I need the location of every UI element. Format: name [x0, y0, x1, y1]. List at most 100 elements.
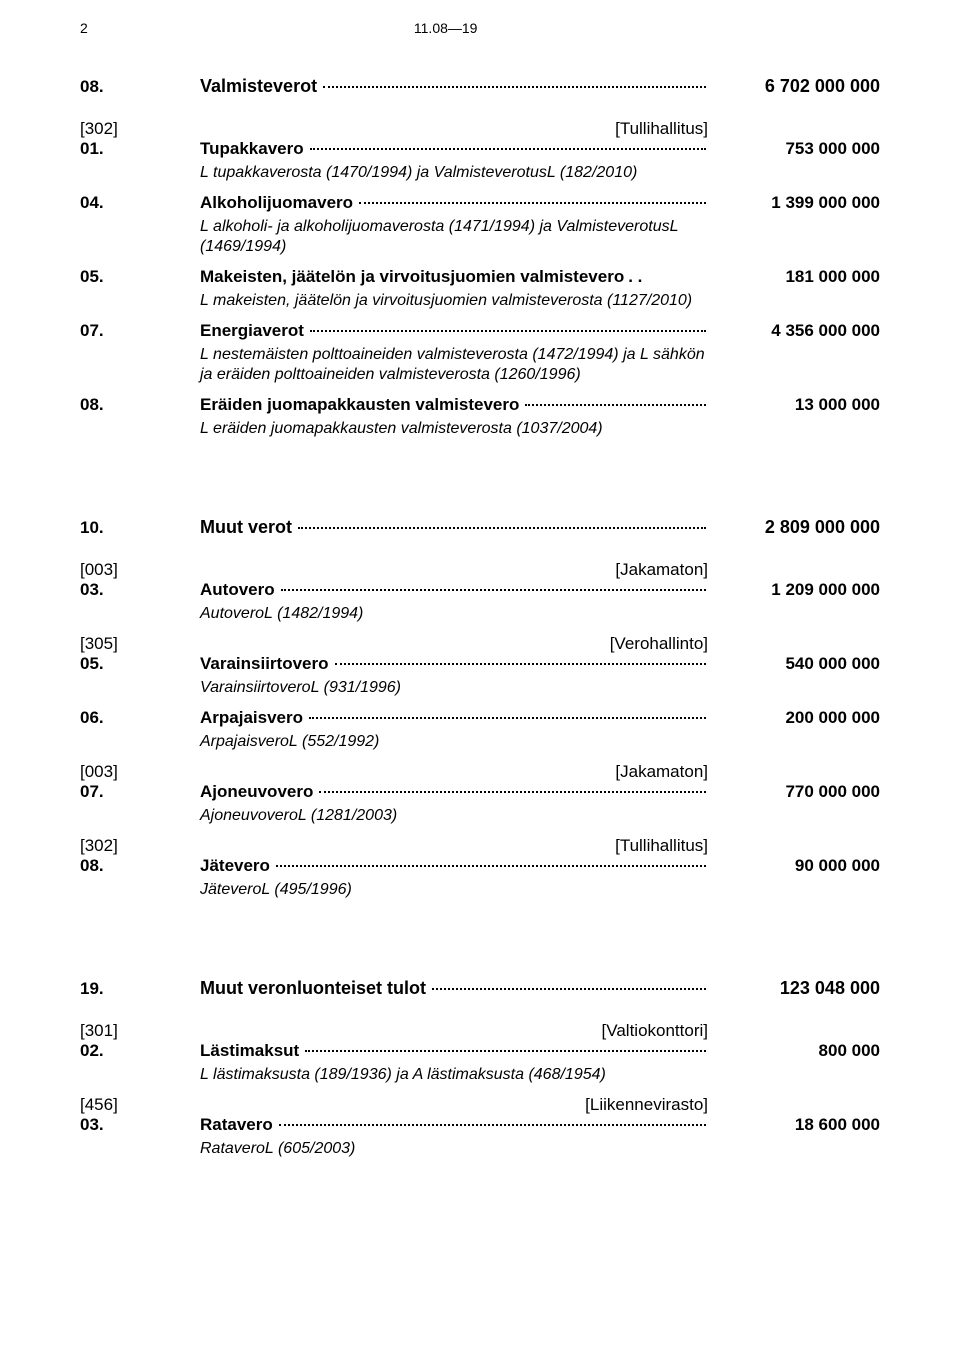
item-title: Autovero [200, 580, 279, 600]
item-amount: 1 209 000 000 [720, 580, 880, 600]
item-code: 05. [80, 654, 200, 674]
item-code: 03. [80, 580, 200, 600]
page: 2 11.08—19 08.Valmisteverot6 702 000 000… [0, 0, 960, 1217]
item-title-row: 03.Ratavero18 600 000 [80, 1115, 880, 1135]
item-amount: 800 000 [720, 1041, 880, 1061]
leader-dots [335, 663, 706, 665]
annotation-row: L makeisten, jäätelön ja virvoitusjuomie… [80, 289, 880, 319]
bracket-note: [Valtiokonttori] [200, 1021, 720, 1041]
item-code: 05. [80, 267, 200, 287]
leader-dots [276, 865, 706, 867]
leader-dots [525, 404, 706, 406]
item-amount: 4 356 000 000 [720, 321, 880, 341]
item-code: 03. [80, 1115, 200, 1135]
annotation-row: VarainsiirtoveroL (931/1996). [80, 676, 880, 706]
annotation-row: L tupakkaverosta (1470/1994) ja Valmiste… [80, 161, 880, 191]
leader-dots [310, 330, 706, 332]
annotation-text: AjoneuvoveroL (1281/2003) [200, 806, 720, 826]
section-block: 08.Valmisteverot6 702 000 000 [302][Tulli… [80, 76, 880, 447]
title-line: Jätevero [200, 856, 708, 876]
title-line: Muut veronluonteiset tulot [200, 978, 708, 999]
section-title-row: 19.Muut veronluonteiset tulot 123 048 000 [80, 978, 880, 999]
bracket-note: [Jakamaton] [200, 560, 720, 580]
annotation-text: VarainsiirtoveroL (931/1996) [200, 678, 720, 698]
leader-dots [323, 86, 706, 88]
between-sections-gap [80, 457, 880, 517]
item-code: 04. [80, 193, 200, 213]
bracket-row: [302][Tullihallitus]. [80, 119, 880, 139]
bracket-note: [Verohallinto] [200, 634, 720, 654]
annotation-text: L lästimaksusta (189/1936) ja A lästimak… [200, 1065, 720, 1085]
item-title-row: 05.Varainsiirtovero540 000 000 [80, 654, 880, 674]
section-block: 19.Muut veronluonteiset tulot 123 048 000… [80, 978, 880, 1167]
item-title-row: 06.Arpajaisvero200 000 000 [80, 708, 880, 728]
title-cell: Makeisten, jäätelön ja virvoitusjuomien … [200, 267, 720, 287]
section-title: Valmisteverot [200, 76, 321, 97]
page-number: 2 [80, 20, 410, 36]
annotation-text: L makeisten, jäätelön ja virvoitusjuomie… [200, 291, 720, 311]
title-line: Ratavero [200, 1115, 708, 1135]
leader-dots [298, 527, 706, 529]
title-line: Arpajaisvero [200, 708, 708, 728]
section-gap [80, 99, 880, 119]
item-title-row: 07.Energiaverot4 356 000 000 [80, 321, 880, 341]
title-line: Energiaverot [200, 321, 708, 341]
annotation-text: RataveroL (605/2003) [200, 1139, 720, 1159]
title-cell: Ajoneuvovero [200, 782, 720, 802]
bracket-row: [456][Liikennevirasto]. [80, 1095, 880, 1115]
item-amount: 753 000 000 [720, 139, 880, 159]
title-cell: Muut veronluonteiset tulot [200, 978, 720, 999]
item-title: Energiaverot [200, 321, 308, 341]
section-code: 19. [80, 979, 200, 999]
item-amount: 770 000 000 [720, 782, 880, 802]
title-line: Valmisteverot [200, 76, 708, 97]
item-amount: 90 000 000 [720, 856, 880, 876]
title-tail: . . [628, 267, 646, 287]
section-amount: 123 048 000 [720, 978, 880, 999]
title-cell: Alkoholijuomavero [200, 193, 720, 213]
between-sections-gap [80, 918, 880, 978]
item-title-row: 05.Makeisten, jäätelön ja virvoitusjuomi… [80, 267, 880, 287]
bracket-note: [Liikennevirasto] [200, 1095, 720, 1115]
section-gap [80, 1001, 880, 1021]
item-title-row: 08.Eräiden juomapakkausten valmistevero1… [80, 395, 880, 415]
leader-dots [432, 988, 706, 990]
annotation-text: JäteveroL (495/1996) [200, 880, 720, 900]
bracket-row: [305][Verohallinto]. [80, 634, 880, 654]
leader-dots [310, 148, 706, 150]
title-cell: Varainsiirtovero [200, 654, 720, 674]
annotation-row: AjoneuvoveroL (1281/2003). [80, 804, 880, 834]
title-cell: Ratavero [200, 1115, 720, 1135]
title-line: Ajoneuvovero [200, 782, 708, 802]
item-title-row: 01.Tupakkavero753 000 000 [80, 139, 880, 159]
item-code: 08. [80, 395, 200, 415]
annotation-row: L alkoholi- ja alkoholijuomaverosta (147… [80, 215, 880, 265]
title-line: Muut verot [200, 517, 708, 538]
section-code: 08. [80, 77, 200, 97]
section-block: 10.Muut verot2 809 000 000[003][Jakamato… [80, 517, 880, 908]
bracket-code: [301] [80, 1021, 200, 1041]
section-title-row: 08.Valmisteverot6 702 000 000 [80, 76, 880, 97]
annotation-row: RataveroL (605/2003). [80, 1137, 880, 1167]
title-line: Alkoholijuomavero [200, 193, 708, 213]
item-amount: 13 000 000 [720, 395, 880, 415]
item-amount: 181 000 000 [720, 267, 880, 287]
annotation-text: L nestemäisten polttoaineiden valmisteve… [200, 345, 720, 385]
document-body: 08.Valmisteverot6 702 000 000 [302][Tulli… [80, 76, 880, 1167]
annotation-row: L nestemäisten polttoaineiden valmisteve… [80, 343, 880, 393]
title-cell: Energiaverot [200, 321, 720, 341]
item-title: Ajoneuvovero [200, 782, 317, 802]
title-line: Varainsiirtovero [200, 654, 708, 674]
item-title: Ratavero [200, 1115, 277, 1135]
title-line: Tupakkavero [200, 139, 708, 159]
annotation-text: L eräiden juomapakkausten valmisteverost… [200, 419, 720, 439]
bracket-note: [Jakamaton] [200, 762, 720, 782]
title-cell: Lästimaksut [200, 1041, 720, 1061]
item-title: Varainsiirtovero [200, 654, 333, 674]
title-cell: Eräiden juomapakkausten valmistevero [200, 395, 720, 415]
bracket-code: [302] [80, 836, 200, 856]
item-code: 02. [80, 1041, 200, 1061]
bracket-code: [456] [80, 1095, 200, 1115]
item-amount: 1 399 000 000 [720, 193, 880, 213]
section-title-row: 10.Muut verot2 809 000 000 [80, 517, 880, 538]
